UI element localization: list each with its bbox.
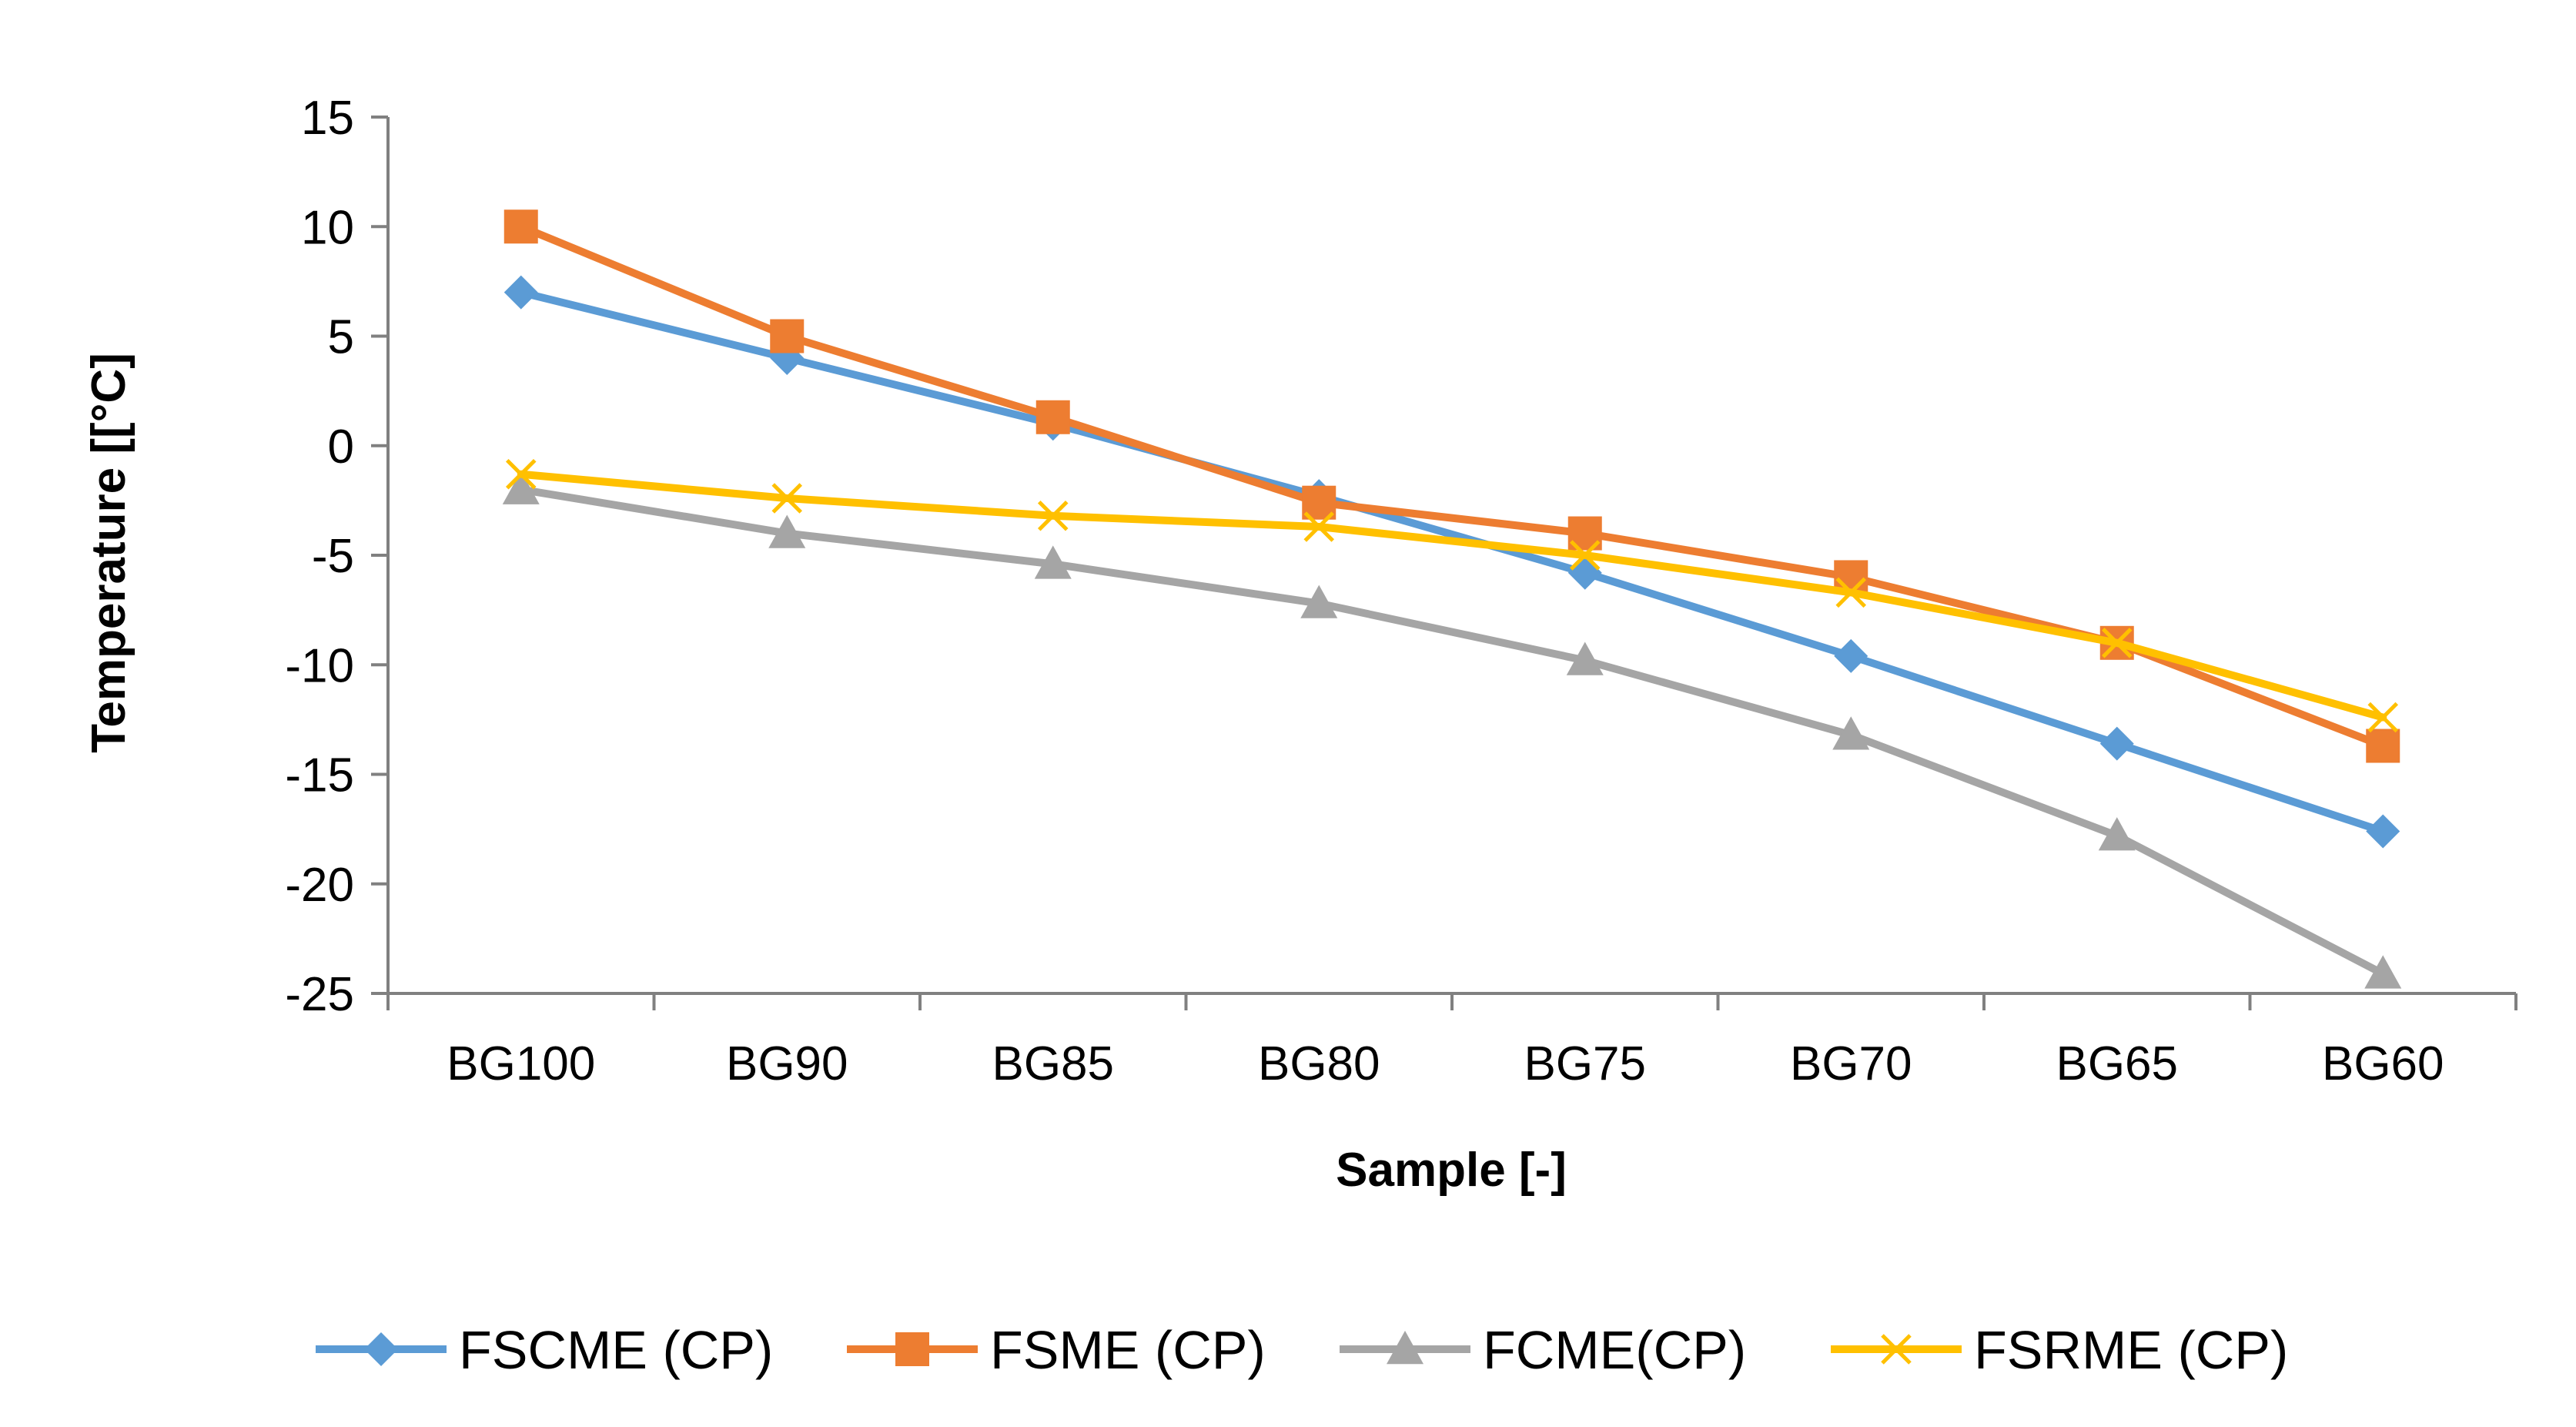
data-point — [2366, 729, 2400, 763]
series-line — [517, 288, 2387, 836]
y-tick-label: -20 — [285, 859, 354, 912]
data-point — [1835, 577, 1867, 608]
legend-label: FSME (CP) — [990, 1320, 1266, 1380]
data-point — [505, 458, 537, 490]
series-3 — [502, 471, 2402, 989]
data-point — [502, 471, 540, 504]
data-point — [2099, 726, 2134, 761]
legend-item: FCME(CP) — [1340, 1320, 1746, 1380]
y-axis-title: Temperature [[°C] — [82, 353, 135, 753]
legend-item: FSCME (CP) — [316, 1320, 773, 1380]
data-point — [1037, 501, 1069, 531]
legend-label: FCME(CP) — [1483, 1320, 1746, 1380]
chart-axes — [386, 117, 2516, 995]
data-point — [1566, 641, 1604, 675]
data-point — [1303, 511, 1335, 542]
data-point — [2364, 955, 2402, 989]
y-tick-label: 0 — [328, 420, 354, 474]
legend-marker — [1387, 1331, 1423, 1365]
data-point — [503, 209, 538, 244]
legend-item: FSRME (CP) — [1831, 1320, 2288, 1380]
data-point — [1569, 540, 1601, 571]
y-tick-label: 10 — [301, 201, 354, 254]
legend-marker — [895, 1332, 929, 1366]
data-point — [2098, 817, 2136, 851]
series-2 — [503, 209, 2400, 763]
x-tick-label: BG80 — [1258, 1037, 1380, 1090]
series-1 — [503, 275, 2400, 849]
data-point — [768, 514, 806, 548]
series-line — [517, 470, 2387, 722]
data-point — [1834, 638, 1868, 673]
legend-label: FSCME (CP) — [459, 1320, 773, 1380]
chart-legend: FSCME (CP) FSME (CP) FCME(CP) FSRME (CP) — [316, 1320, 2288, 1380]
data-point — [770, 319, 805, 353]
legend-marker — [364, 1332, 398, 1366]
data-point — [2367, 702, 2399, 733]
y-tick-label: -5 — [312, 530, 354, 583]
data-point — [2101, 628, 2133, 658]
y-axis-ticks: 15 10 5 0 -5 -10 -15 -20 -25 — [285, 92, 388, 1021]
x-tick-label: BG90 — [726, 1037, 848, 1090]
legend-item: FSME (CP) — [847, 1320, 1266, 1380]
data-series — [502, 209, 2402, 989]
data-point — [503, 275, 538, 310]
data-point — [1300, 585, 1338, 618]
y-tick-label: -25 — [285, 968, 354, 1021]
y-tick-label: -10 — [285, 639, 354, 692]
data-point — [1832, 716, 1870, 750]
data-point — [1035, 400, 1070, 434]
y-tick-label: -15 — [285, 749, 354, 802]
legend-marker — [1881, 1334, 1912, 1365]
x-axis-ticks: BG100 BG90 BG85 BG80 BG75 BG70 BG65 BG60 — [386, 993, 2517, 1090]
x-tick-label: BG85 — [992, 1037, 1114, 1090]
x-axis-title: Sample [-] — [1336, 1144, 1567, 1197]
data-point — [771, 483, 803, 514]
x-tick-label: BG75 — [1524, 1037, 1646, 1090]
data-point — [2366, 814, 2400, 849]
x-tick-label: BG60 — [2322, 1037, 2444, 1090]
x-tick-label: BG70 — [1790, 1037, 1912, 1090]
legend-label: FSRME (CP) — [1974, 1320, 2288, 1380]
data-point — [1034, 545, 1072, 579]
x-tick-label: BG65 — [2056, 1037, 2178, 1090]
data-point — [1567, 555, 1602, 590]
y-tick-label: 5 — [328, 311, 354, 364]
x-tick-label: BG100 — [447, 1037, 595, 1090]
series-4 — [505, 458, 2399, 733]
series-line — [517, 485, 2387, 978]
y-tick-label: 15 — [301, 92, 354, 145]
